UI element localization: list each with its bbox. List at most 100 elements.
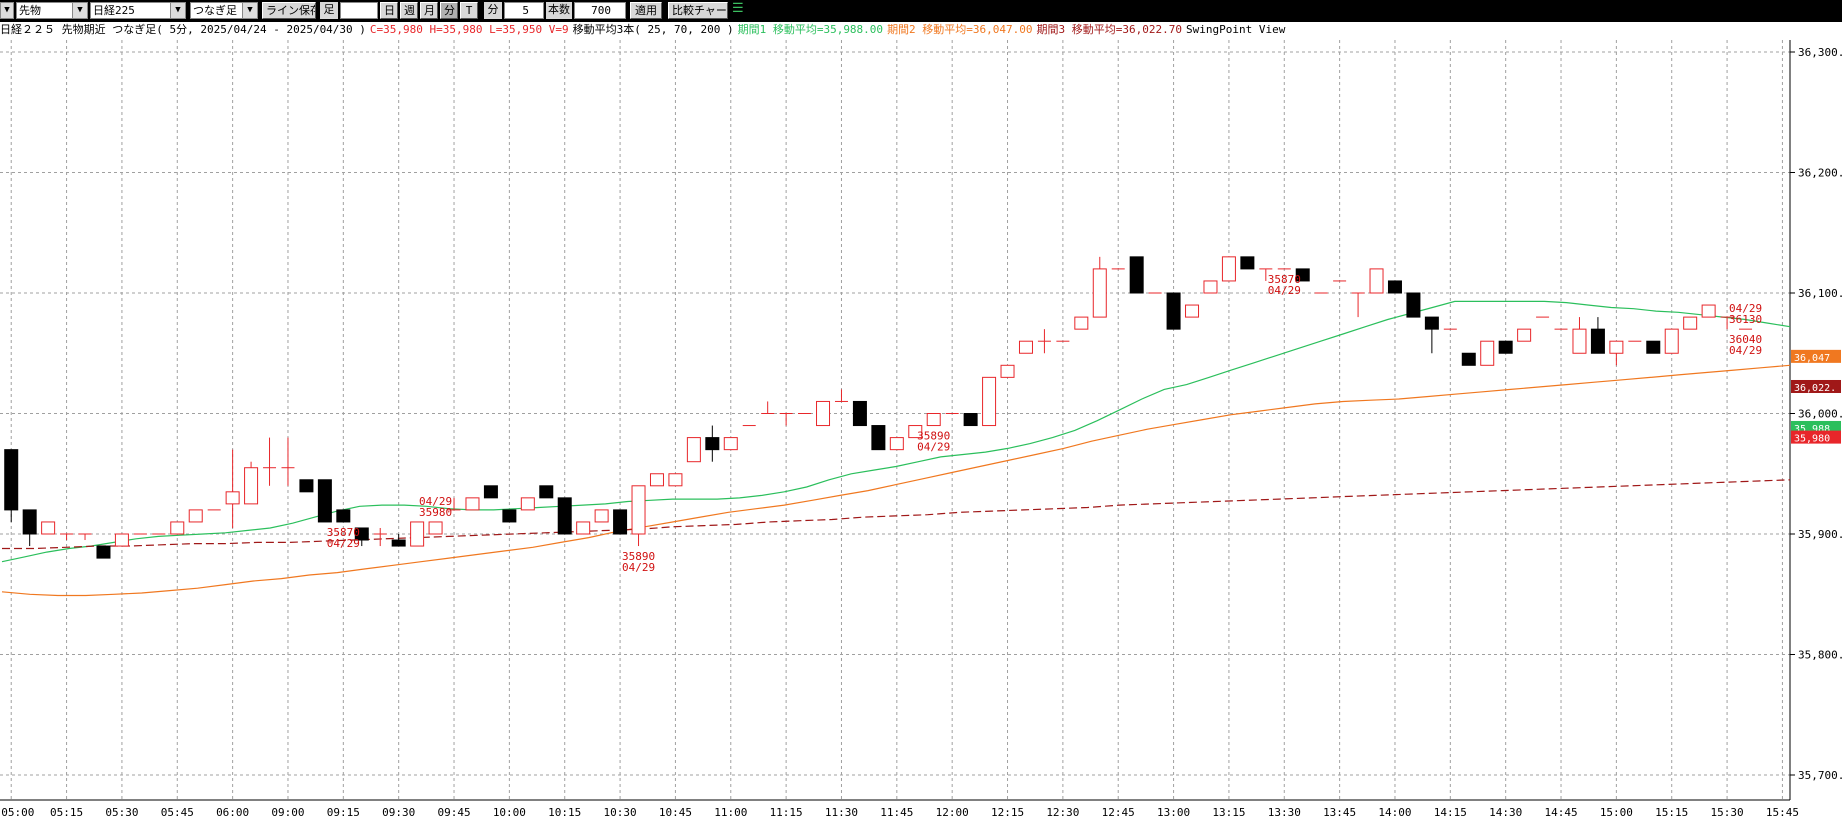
y-tick-label: 35,700. bbox=[1798, 769, 1842, 782]
compare-chart-button[interactable]: 比較チャート bbox=[668, 2, 728, 19]
candle-down bbox=[336, 509, 351, 523]
candle-up bbox=[982, 376, 997, 427]
x-tick-label: 15:00 bbox=[1600, 806, 1633, 819]
candle-down bbox=[871, 425, 886, 451]
y-tick-label: 36,200. bbox=[1798, 167, 1842, 180]
symbol-select-value: 日経225 bbox=[93, 4, 135, 17]
swing-point-label: 36130 bbox=[1729, 313, 1762, 326]
moving-average-line-ma3 bbox=[2, 479, 1791, 550]
day-button[interactable]: 日 bbox=[380, 2, 398, 19]
x-tick-label: 12:00 bbox=[936, 806, 969, 819]
count-label: 本数 bbox=[546, 2, 572, 19]
x-tick-label: 12:45 bbox=[1102, 806, 1135, 819]
candle-up bbox=[1572, 328, 1587, 354]
chart-info-bar: 日経２２５ 先物期近 つなぎ足( 5分, 2025/04/24 - 2025/0… bbox=[0, 22, 1800, 38]
ohlc-readout: C=35,980 H=35,980 L=35,950 V=9 bbox=[369, 23, 569, 36]
candle-down bbox=[354, 527, 369, 541]
bar-type-select[interactable]: つなぎ足 ▼ bbox=[190, 2, 258, 19]
candle-up bbox=[631, 485, 646, 535]
market-select[interactable]: 先物 ▼ bbox=[16, 2, 88, 19]
x-tick-label: 05:45 bbox=[161, 806, 194, 819]
candle-up bbox=[1609, 340, 1624, 354]
month-button[interactable]: 月 bbox=[420, 2, 438, 19]
x-tick-label: 10:00 bbox=[493, 806, 526, 819]
price-tag-label: 35,980 bbox=[1794, 434, 1830, 445]
interval-input[interactable]: 5 bbox=[504, 2, 544, 19]
candle-down bbox=[299, 479, 314, 493]
price-tag-label: 36,047 bbox=[1794, 353, 1830, 364]
week-button[interactable]: 週 bbox=[400, 2, 418, 19]
x-tick-label: 15:30 bbox=[1711, 806, 1744, 819]
x-tick-label: 11:15 bbox=[770, 806, 803, 819]
candle-up bbox=[1517, 328, 1532, 342]
candle-down bbox=[483, 485, 498, 499]
candle-up bbox=[520, 497, 535, 511]
y-tick-label: 36,300. bbox=[1798, 46, 1842, 59]
x-tick-label: 14:15 bbox=[1434, 806, 1467, 819]
candle-up bbox=[816, 400, 831, 427]
indicator-list-icon[interactable]: ☰ bbox=[732, 2, 744, 16]
x-tick-label: 09:45 bbox=[437, 806, 470, 819]
candle-up bbox=[649, 473, 664, 487]
x-tick-label: 12:15 bbox=[991, 806, 1024, 819]
x-tick-label: 14:30 bbox=[1489, 806, 1522, 819]
swing-point-label: 04/29 bbox=[1268, 284, 1301, 297]
x-tick-label: 10:30 bbox=[604, 806, 637, 819]
swing-point-label: 35980 bbox=[419, 506, 452, 519]
x-tick-label: 06:00 bbox=[216, 806, 249, 819]
candle-down bbox=[22, 509, 37, 535]
minute-button[interactable]: 分 bbox=[440, 2, 458, 19]
swing-point-label: 04/29 bbox=[1729, 302, 1762, 315]
ma3-readout: 期間3 移動平均=36,022.70 bbox=[1036, 23, 1183, 36]
candle-up bbox=[428, 521, 443, 535]
candle-down bbox=[1646, 340, 1661, 354]
candle-up bbox=[188, 509, 203, 523]
price-tag bbox=[1791, 379, 1841, 393]
x-tick-label: 13:30 bbox=[1268, 806, 1301, 819]
chevron-down-icon: ▼ bbox=[72, 3, 87, 18]
candle-down bbox=[613, 509, 628, 535]
swing-point-label: 35890 bbox=[622, 550, 655, 563]
x-tick-label: 09:15 bbox=[327, 806, 360, 819]
candle-down bbox=[4, 449, 19, 511]
swing-point-label: 04/29 bbox=[419, 495, 452, 508]
ashi-label: 足 bbox=[320, 2, 338, 19]
candle-up bbox=[576, 521, 591, 535]
bar-type-select-value: つなぎ足 bbox=[193, 4, 237, 17]
toolbar: ▼ 先物 ▼ 日経225 ▼ つなぎ足 ▼ ライン保存 足 日 週 月 分 T 分 5… bbox=[0, 0, 1842, 22]
x-tick-label: 05:15 bbox=[50, 806, 83, 819]
candle-down bbox=[705, 437, 720, 451]
candle-up bbox=[1185, 304, 1200, 318]
candle-down bbox=[502, 509, 517, 523]
candle-up bbox=[1074, 316, 1089, 330]
apply-button[interactable]: 適用 bbox=[630, 2, 662, 19]
candle-up bbox=[723, 437, 738, 451]
market-select-value: 先物 bbox=[19, 4, 41, 17]
candle-up bbox=[1683, 316, 1698, 330]
symbol-select[interactable]: 日経225 ▼ bbox=[90, 2, 186, 19]
menu-dropdown[interactable]: ▼ bbox=[0, 2, 14, 19]
candle-up bbox=[41, 521, 56, 535]
moving-average-line-ma2 bbox=[1, 364, 1791, 597]
x-tick-label: 09:00 bbox=[271, 806, 304, 819]
candle-down bbox=[1240, 256, 1255, 270]
candle-down bbox=[557, 497, 572, 535]
x-tick-label: 09:30 bbox=[382, 806, 415, 819]
minute-unit-label: 分 bbox=[484, 2, 502, 19]
candle-down bbox=[96, 545, 111, 559]
view-mode-label: SwingPoint View bbox=[1186, 23, 1286, 36]
count-input[interactable]: 700 bbox=[574, 2, 626, 19]
swing-point-label: 35870 bbox=[327, 526, 360, 539]
swing-point-label: 04/29 bbox=[622, 561, 655, 574]
period-input[interactable] bbox=[340, 2, 378, 19]
chevron-down-icon: ▼ bbox=[170, 3, 185, 18]
x-tick-label: 10:45 bbox=[659, 806, 692, 819]
candle-down bbox=[1387, 280, 1402, 294]
candle-down bbox=[1424, 316, 1439, 330]
swing-point-label: 35870 bbox=[1268, 273, 1301, 286]
candle-up bbox=[1203, 280, 1218, 294]
line-save-button[interactable]: ライン保存 bbox=[262, 2, 316, 19]
tick-button[interactable]: T bbox=[460, 2, 478, 19]
x-tick-label: 05:30 bbox=[105, 806, 138, 819]
